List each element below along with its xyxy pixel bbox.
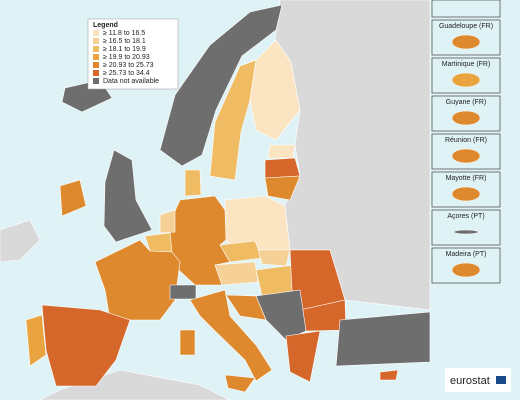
country <box>224 374 256 393</box>
inset-region <box>451 148 481 164</box>
country <box>94 239 181 321</box>
country <box>59 179 87 217</box>
legend-swatch <box>93 62 99 68</box>
legend-swatch <box>93 78 99 84</box>
inset-label: Mayotte (FR) <box>446 175 487 182</box>
inset-region <box>451 34 481 50</box>
legend-swatch <box>93 70 99 76</box>
inset-region <box>451 262 481 278</box>
inset-label: Réunion (FR) <box>445 137 487 144</box>
legend-label: ≥ 11.8 to 16.5 <box>103 30 145 37</box>
country <box>214 261 259 286</box>
legend-label: ≥ 16.5 to 18.1 <box>103 38 146 45</box>
legend-label: ≥ 19.9 to 20.93 <box>103 54 150 61</box>
legend-label: ≥ 20.93 to 25.73 <box>103 62 154 69</box>
inset-region <box>451 72 481 88</box>
logo-flag <box>496 376 506 384</box>
country <box>379 369 399 381</box>
inset-box <box>431 0 501 18</box>
country <box>189 289 273 382</box>
legend-swatch <box>93 54 99 60</box>
inset-label: Açores (PT) <box>447 213 484 220</box>
country <box>159 209 176 234</box>
country <box>184 169 202 197</box>
country <box>169 284 197 300</box>
country <box>103 149 153 243</box>
country <box>41 304 131 387</box>
country <box>249 39 301 141</box>
country <box>335 311 431 367</box>
country <box>159 4 283 167</box>
inset-label: Martinique (FR) <box>442 61 491 68</box>
legend-swatch <box>93 30 99 36</box>
inset-box <box>431 209 501 246</box>
inset-label: Guyane (FR) <box>446 99 486 106</box>
legend-swatch <box>93 46 99 52</box>
legend-swatch <box>93 38 99 44</box>
inset-region <box>451 186 481 202</box>
legend-label: Data not available <box>103 78 159 85</box>
legend-title: Legend <box>93 22 118 29</box>
logo: eurostat <box>450 375 490 387</box>
country <box>25 314 47 367</box>
legend-label: ≥ 25.73 to 34.4 <box>103 70 150 77</box>
inset-region <box>453 229 479 235</box>
legend-box <box>87 18 179 90</box>
country <box>285 330 321 383</box>
countries <box>25 4 431 393</box>
country <box>225 294 267 321</box>
legend: Legend ≥ 11.8 to 16.5≥ 16.5 to 18.1≥ 18.… <box>87 18 179 90</box>
country <box>179 329 196 356</box>
non-eu-land <box>0 0 431 400</box>
inset-region <box>451 110 481 126</box>
country <box>267 144 296 159</box>
country <box>257 249 291 267</box>
inset-label: Guadeloupe (FR) <box>439 23 493 30</box>
legend-label: ≥ 18.1 to 19.9 <box>103 46 146 53</box>
inset-label: Madeira (PT) <box>446 251 487 258</box>
insets: Guadeloupe (FR) Martinique (FR) Guyane (FR… <box>431 0 501 284</box>
country <box>264 157 301 179</box>
country <box>264 175 301 201</box>
